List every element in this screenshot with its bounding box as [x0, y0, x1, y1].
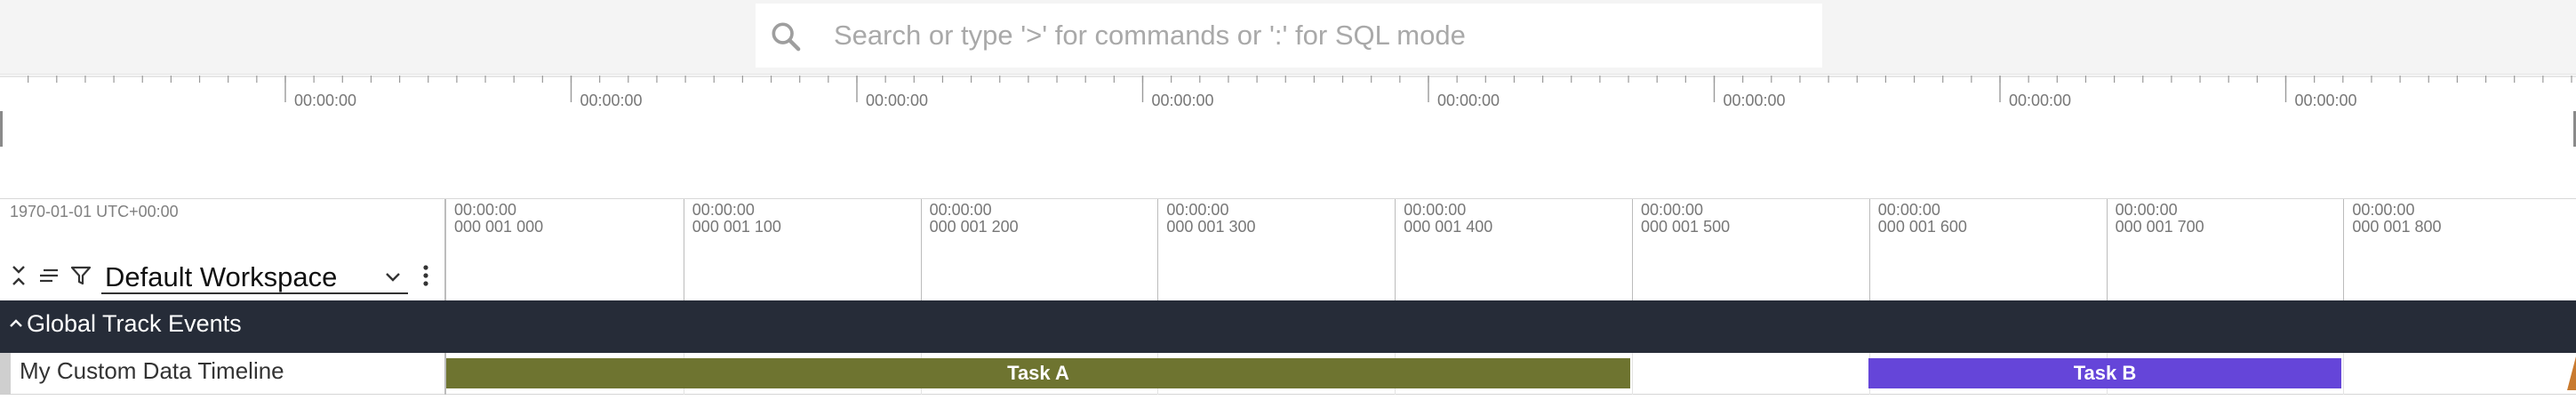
- axis-tick: 00:00:00 000 001 400: [1395, 199, 1492, 300]
- axis-tick: 00:00:00 000 001 300: [1157, 199, 1256, 300]
- axis-tick-ns: 000 001 500: [1641, 218, 1731, 236]
- axis-tick-ns: 000 001 000: [454, 218, 544, 236]
- axis-tick-time: 00:00:00: [692, 201, 755, 219]
- workspace-menu-button[interactable]: [412, 262, 439, 289]
- omnibox[interactable]: [756, 4, 1822, 68]
- chevron-down-icon: [386, 273, 400, 282]
- track-gridline: [1632, 353, 1633, 395]
- axis-tick-time: 00:00:00: [454, 201, 517, 219]
- overview-tick-label: 00:00:00: [1152, 92, 1214, 109]
- top-bar: [0, 0, 2576, 75]
- slice-task-b[interactable]: Task B: [1868, 358, 2341, 388]
- collapse-all-icon: [12, 266, 25, 285]
- group-title: Global Track Events: [27, 310, 242, 337]
- chevron-up-icon[interactable]: [7, 315, 25, 332]
- axis-tick-ns: 000 001 400: [1404, 218, 1493, 236]
- search-input[interactable]: [834, 14, 1803, 57]
- axis-tick-time: 00:00:00: [2352, 201, 2415, 219]
- workspace-select[interactable]: Default Workspace: [101, 259, 408, 294]
- track-drag-handle[interactable]: [0, 353, 11, 395]
- track-group-header[interactable]: Global Track Events: [0, 300, 2576, 353]
- axis-tick-time: 00:00:00: [1641, 201, 1704, 219]
- axis-tick: 00:00:00 000 001 200: [920, 199, 1019, 300]
- axis-tick-time: 00:00:00: [929, 201, 992, 219]
- workspace-bar: Default Workspace: [0, 253, 444, 300]
- time-axis[interactable]: 00:00:00 000 001 000 00:00:00 000 001 100 00…: [444, 199, 2576, 300]
- track-row[interactable]: My Custom Data Timeline Task A Task B: [0, 353, 2576, 395]
- track-gridline: [2343, 353, 2345, 395]
- overview-ruler: 00:00:00 00:00:00 00:00:00 00:00:00 00:00:00…: [0, 76, 2576, 147]
- list-icon: [40, 268, 58, 283]
- axis-tick-time: 00:00:00: [2115, 201, 2178, 219]
- axis-tick: 00:00:00 000 001 500: [1632, 199, 1730, 300]
- slice-task-a[interactable]: Task A: [446, 358, 1630, 388]
- offscreen-slice-marker: [2567, 356, 2576, 390]
- axis-tick-ns: 000 001 600: [1877, 218, 1967, 236]
- overview-tick-label: 00:00:00: [2009, 92, 2071, 109]
- overview-tick-label: 00:00:00: [1724, 92, 1786, 109]
- axis-tick-time: 00:00:00: [1166, 201, 1229, 219]
- overview-tick-label: 00:00:00: [294, 92, 356, 109]
- overview-tick-label: 00:00:00: [2295, 92, 2357, 109]
- filter-icon: [70, 266, 92, 285]
- more-vert-icon: [423, 265, 428, 286]
- search-icon: [772, 22, 801, 52]
- axis-tick-ns: 000 001 800: [2352, 218, 2442, 236]
- axis-tick: 00:00:00 000 001 800: [2343, 199, 2442, 300]
- overview-timeline[interactable]: 00:00:00 00:00:00 00:00:00 00:00:00 00:00:00…: [0, 76, 2576, 199]
- workspace-name: Default Workspace: [105, 261, 338, 292]
- overview-tick-label: 00:00:00: [866, 92, 928, 109]
- axis-tick-ns: 000 001 200: [929, 218, 1019, 236]
- track-content[interactable]: Task A Task B: [444, 353, 2576, 395]
- axis-tick-ns: 000 001 700: [2115, 218, 2204, 236]
- axis-tick-ns: 000 001 100: [692, 218, 781, 236]
- overview-window-left-handle: [0, 111, 3, 147]
- axis-tick-time: 00:00:00: [1404, 201, 1467, 219]
- collapse-all-button[interactable]: [5, 262, 32, 289]
- axis-tick-ns: 000 001 300: [1166, 218, 1256, 236]
- axis-tick: 00:00:00 000 001 700: [2106, 199, 2204, 300]
- overview-tick-label: 00:00:00: [580, 92, 643, 109]
- axis-tick-time: 00:00:00: [1877, 201, 1940, 219]
- timestamp-origin: 1970-01-01 UTC+00:00: [10, 203, 179, 220]
- overview-tick-label: 00:00:00: [1437, 92, 1500, 109]
- axis-tick: 00:00:00 000 001 600: [1868, 199, 1967, 300]
- filter-button[interactable]: [68, 262, 94, 289]
- track-title: My Custom Data Timeline: [20, 357, 284, 384]
- overview-window-right-handle: [2573, 111, 2576, 147]
- pinned-tracks-button[interactable]: [36, 262, 62, 289]
